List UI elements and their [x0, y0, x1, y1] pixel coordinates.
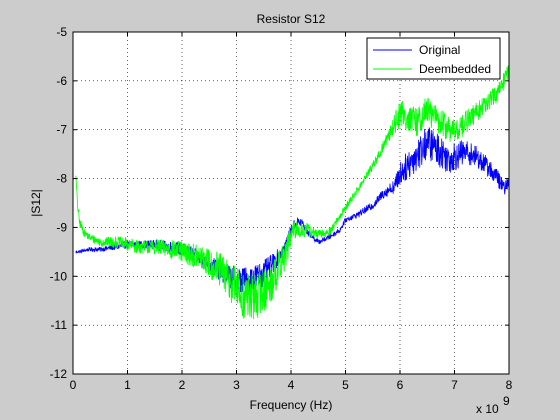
ticks — [72, 31, 510, 375]
x-tick-label: 0 — [70, 378, 77, 392]
x-multiplier: x 10 — [476, 402, 499, 416]
chart-title: Resistor S12 — [257, 12, 326, 26]
x-tick-label: 2 — [179, 378, 186, 392]
y-tick-labels: -12 -11 -10 -9 -8 -7 -6 -5 — [50, 25, 68, 381]
legend-label-deembedded: Deembedded — [419, 62, 491, 76]
plot-background — [73, 32, 509, 374]
legend-box — [366, 37, 501, 80]
x-tick-label: 6 — [397, 378, 404, 392]
series-layer — [75, 65, 510, 320]
x-tick-label: 5 — [342, 378, 349, 392]
y-tick-label: -9 — [56, 220, 67, 234]
y-tick-label: -10 — [50, 269, 68, 283]
x-multiplier-exponent: 9 — [503, 394, 510, 408]
x-axis-label: Frequency (Hz) — [250, 398, 333, 412]
legend: Original Deembedded — [366, 37, 501, 80]
y-tick-label: -5 — [56, 25, 67, 39]
y-tick-label: -8 — [56, 172, 67, 186]
x-tick-labels: 0 1 2 3 4 5 6 7 8 — [70, 378, 513, 392]
x-tick-label: 1 — [124, 378, 131, 392]
y-tick-label: -12 — [50, 367, 68, 381]
x-tick-label: 8 — [506, 378, 513, 392]
y-tick-label: -7 — [56, 123, 67, 137]
legend-label-original: Original — [419, 43, 460, 57]
y-tick-label: -11 — [51, 318, 68, 332]
series-line-deembedded — [75, 65, 510, 320]
x-tick-label: 4 — [288, 378, 295, 392]
y-tick-label: -6 — [56, 74, 67, 88]
x-tick-label: 7 — [451, 378, 458, 392]
grid — [73, 32, 509, 374]
y-axis-label: |S12| — [29, 189, 43, 217]
x-tick-label: 3 — [233, 378, 240, 392]
